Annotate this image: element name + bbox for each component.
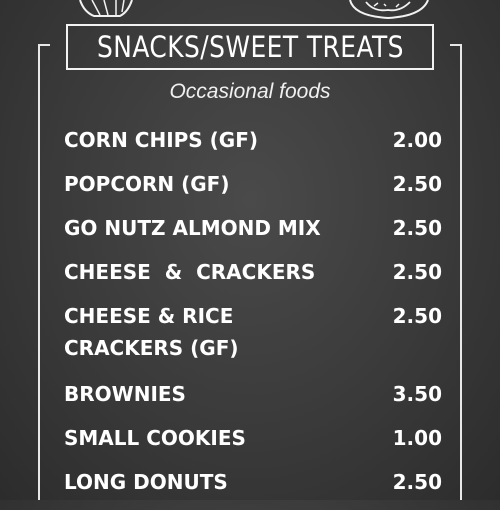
page-title: SNACKS/SWEET TREATS — [96, 30, 404, 64]
menu-item-name: GO NUTZ ALMOND MIX — [64, 216, 321, 240]
menu-item-name: POPCORN (GF) — [64, 172, 230, 196]
menu-list: CORN CHIPS (GF) 2.00 POPCORN (GF) 2.50 G… — [64, 124, 442, 510]
frame-left-tick — [38, 44, 50, 46]
menu-item-price: 2.50 — [392, 470, 442, 494]
menu-item: CHEESE & RICE CRACKERS (GF) 2.50 — [64, 300, 442, 364]
frame-right-tick — [450, 44, 462, 46]
menu-item: CORN CHIPS (GF) 2.00 — [64, 124, 442, 156]
menu-item-price: 1.00 — [392, 426, 442, 450]
menu-item-name: CORN CHIPS (GF) — [64, 128, 259, 152]
menu-item: BROWNIES 3.50 — [64, 378, 442, 410]
menu-item-name: BROWNIES — [64, 382, 186, 406]
menu-item: LONG DONUTS 2.50 — [64, 466, 442, 498]
frame-right-line — [460, 44, 462, 500]
menu-item-price: 2.50 — [392, 260, 442, 284]
menu-item-price: 2.50 — [392, 216, 442, 240]
menu-item-price: 2.00 — [392, 128, 442, 152]
donut-icon — [349, 0, 429, 20]
menu-item-name: CHEESE & RICE CRACKERS (GF) — [64, 304, 239, 360]
menu-item: GO NUTZ ALMOND MIX 2.50 — [64, 212, 442, 244]
title-box: SNACKS/SWEET TREATS — [66, 24, 434, 70]
frame-left-line — [38, 44, 40, 500]
menu-item: POPCORN (GF) 2.50 — [64, 168, 442, 200]
menu-item-name: LONG DONUTS — [64, 470, 228, 494]
menu-item: CHEESE & CRACKERS 2.50 — [64, 256, 442, 288]
subtitle: Occasional foods — [169, 80, 331, 103]
menu-item-price: 2.50 — [392, 172, 442, 196]
menu-item-name: CHEESE & CRACKERS — [64, 260, 316, 284]
basket-icon — [79, 0, 133, 17]
menu-item-price: 3.50 — [392, 382, 442, 406]
menu-item-price: 2.50 — [392, 304, 442, 328]
menu-item-name: SMALL COOKIES — [64, 426, 246, 450]
menu-item: SMALL COOKIES 1.00 — [64, 422, 442, 454]
